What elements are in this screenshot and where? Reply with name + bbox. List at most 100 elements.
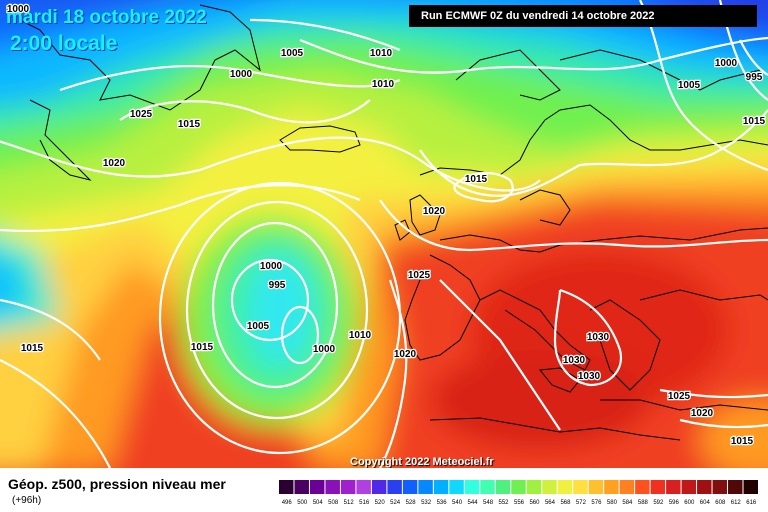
scale-swatch [526, 480, 542, 494]
pressure-label: 1020 [394, 349, 417, 360]
pressure-label: 1015 [743, 116, 766, 127]
scale-swatch [309, 480, 325, 494]
scale-label: 588 [638, 500, 649, 506]
scale-swatch [573, 480, 588, 494]
scale-label: 496 [282, 500, 293, 506]
scale-label: 548 [483, 500, 494, 506]
pressure-label: 995 [746, 72, 763, 83]
scale-swatch [356, 480, 371, 494]
scale-label: 540 [452, 500, 463, 506]
copyright-text: Copyright 2022 Meteociel.fr [350, 456, 494, 468]
scale-label: 500 [297, 500, 308, 506]
scale-label: 608 [715, 500, 726, 506]
scale-label: 504 [313, 500, 324, 506]
pressure-label: 1000 [313, 344, 336, 355]
pressure-label: 1000 [715, 58, 738, 69]
scale-swatch [604, 480, 619, 494]
scale-swatch [294, 480, 309, 494]
scale-swatch [666, 480, 681, 494]
pressure-label: 1005 [678, 80, 701, 91]
scale-swatch [433, 480, 449, 494]
weather-map: 1000 1005 1010 1000 995 1000 1010 1005 1… [0, 0, 768, 468]
scale-label: 520 [375, 500, 386, 506]
scale-label: 616 [746, 500, 757, 506]
scale-label: 512 [344, 500, 355, 506]
pressure-label: 995 [269, 280, 286, 291]
scale-swatch [743, 480, 758, 494]
scale-label: 528 [406, 500, 417, 506]
scale-swatch [619, 480, 635, 494]
scale-swatch [449, 480, 464, 494]
scale-label: 592 [653, 500, 664, 506]
land-outlines [19, 4, 768, 441]
pressure-label: 1015 [191, 342, 214, 353]
scale-label: 604 [700, 500, 711, 506]
scale-label: 600 [684, 500, 695, 506]
scale-label: 560 [529, 500, 540, 506]
pressure-label: 1000 [7, 4, 30, 15]
scale-label: 580 [607, 500, 618, 506]
pressure-label: 1030 [563, 355, 586, 366]
scale-swatch [728, 480, 743, 494]
scale-swatch [279, 480, 294, 494]
scale-swatch [697, 480, 712, 494]
scale-label: 568 [560, 500, 571, 506]
scale-label: 516 [359, 500, 370, 506]
scale-swatch [495, 480, 511, 494]
scale-swatch [418, 480, 433, 494]
forecast-range: (+96h) [12, 495, 42, 506]
scale-swatch [402, 480, 418, 494]
pressure-label: 1010 [370, 48, 393, 59]
pressure-label: 1005 [247, 321, 270, 332]
scale-swatch [340, 480, 356, 494]
scale-label: 572 [576, 500, 587, 506]
scale-swatch [511, 480, 526, 494]
scale-swatch [681, 480, 697, 494]
scale-swatch [588, 480, 604, 494]
pressure-label: 1015 [465, 174, 488, 185]
scale-label: 508 [328, 500, 339, 506]
pressure-label: 1020 [423, 206, 446, 217]
isobar-labels: 1000 1005 1010 1000 995 1000 1010 1005 1… [6, 3, 767, 449]
pressure-label: 1015 [21, 343, 44, 354]
scale-label: 552 [499, 500, 510, 506]
pressure-label: 1020 [691, 408, 714, 419]
forecast-date: mardi 18 octobre 2022 [6, 7, 207, 28]
scale-label: 532 [421, 500, 432, 506]
scale-swatch [635, 480, 650, 494]
forecast-local-time: 2:00 locale [10, 32, 118, 55]
scale-swatch [542, 480, 557, 494]
pressure-label: 1025 [130, 109, 153, 120]
pressure-label: 1030 [587, 332, 610, 343]
scale-swatch [480, 480, 495, 494]
scale-label: 576 [591, 500, 602, 506]
pressure-label: 1015 [178, 119, 201, 130]
scale-label: 536 [437, 500, 448, 506]
color-scale: 496 500 504 508 512 516 520 524 528 532 536 540 544 5… [279, 480, 758, 506]
scale-label: 584 [622, 500, 633, 506]
pressure-label: 1025 [408, 270, 431, 281]
pressure-label: 1000 [230, 69, 253, 80]
scale-label: 524 [390, 500, 401, 506]
isobars [0, 0, 768, 468]
pressure-label: 1020 [103, 158, 126, 169]
scale-swatch [712, 480, 728, 494]
scale-label: 596 [669, 500, 680, 506]
scale-swatch [387, 480, 402, 494]
scale-label: 544 [468, 500, 479, 506]
pressure-label: 1030 [578, 371, 601, 382]
scale-label: 564 [545, 500, 556, 506]
model-run-info: Run ECMWF 0Z du vendredi 14 octobre 2022 [409, 5, 757, 27]
pressure-label: 1005 [281, 48, 304, 59]
pressure-label: 1000 [260, 261, 283, 272]
pressure-label: 1015 [731, 436, 754, 447]
pressure-label: 1025 [668, 391, 691, 402]
geopotential-field [0, 0, 768, 468]
pressure-label: 1010 [372, 79, 395, 90]
pressure-label: 1010 [349, 330, 372, 341]
scale-label: 612 [731, 500, 742, 506]
scale-swatch [325, 480, 340, 494]
scale-swatch [557, 480, 573, 494]
scale-swatch [464, 480, 480, 494]
